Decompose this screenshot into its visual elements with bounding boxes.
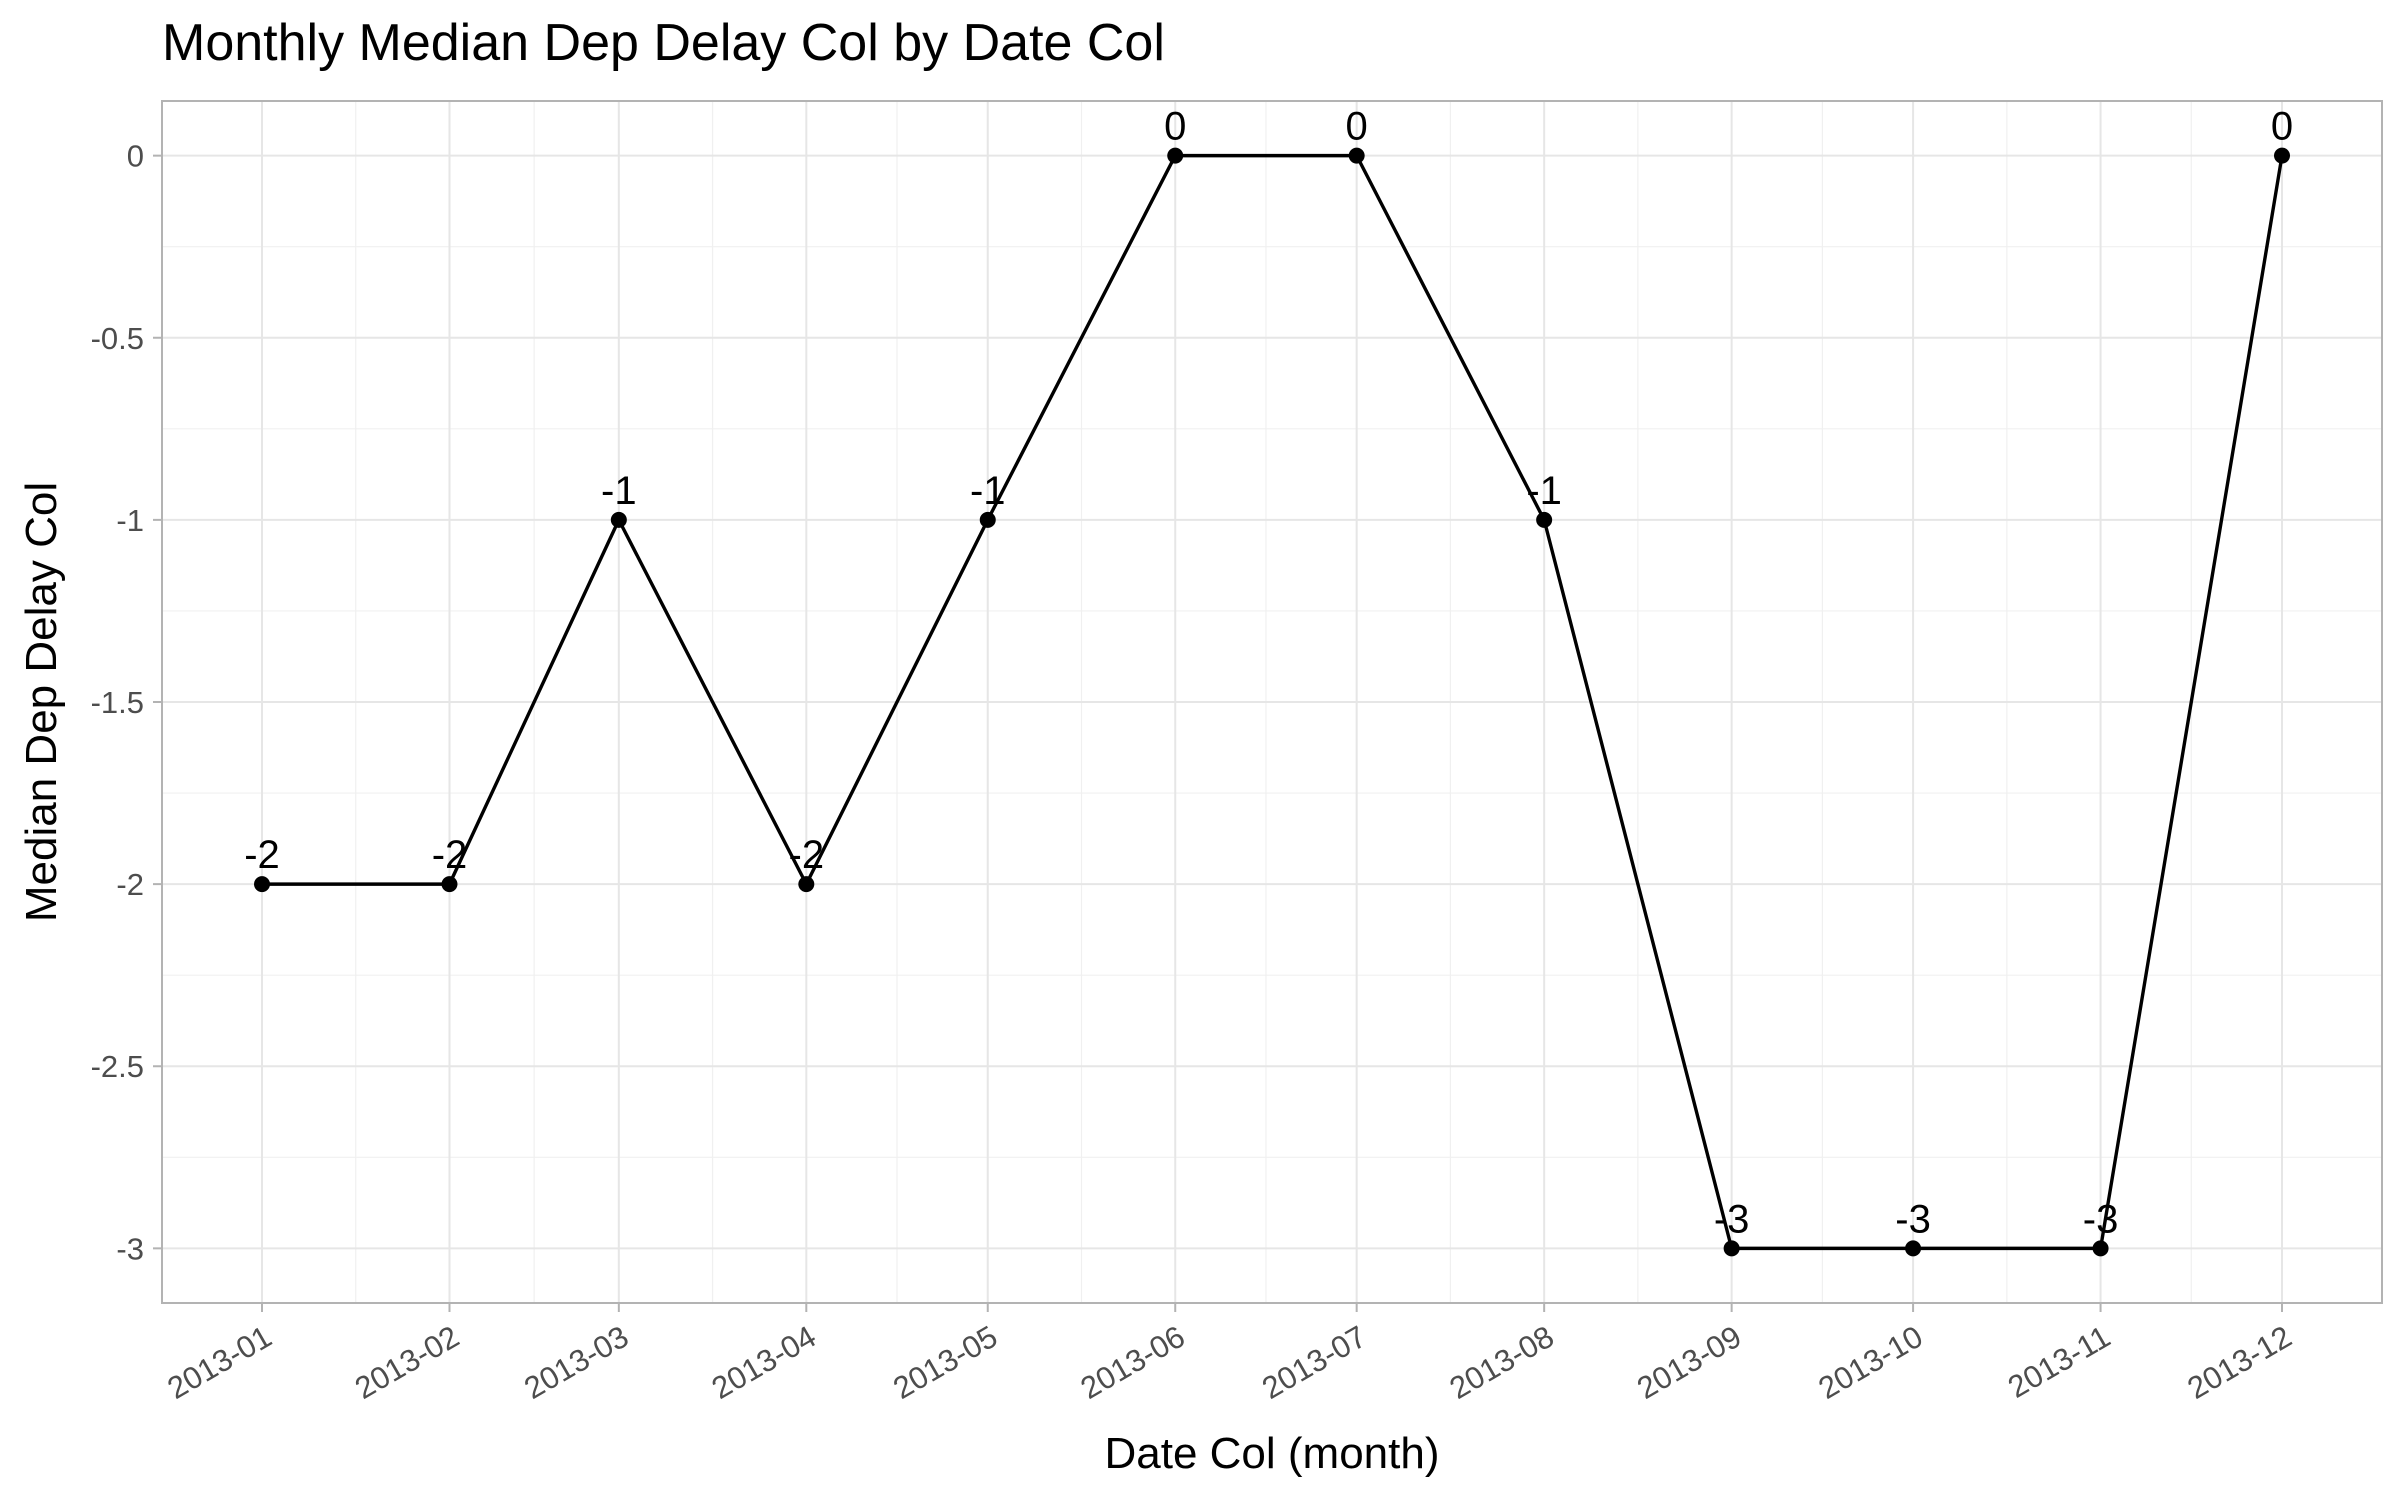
data-label: -1: [1526, 469, 1562, 513]
data-point: [254, 876, 270, 893]
data-label: 0: [2271, 105, 2293, 149]
x-tick-label: 2013-11: [2002, 1319, 2116, 1405]
data-point: [2274, 147, 2290, 164]
data-point: [2092, 1240, 2109, 1257]
x-tick-label: 2013-06: [1075, 1319, 1191, 1406]
data-point: [1723, 1240, 1740, 1257]
x-tick-label: 2013-01: [161, 1319, 277, 1406]
x-tick-label: 2013-09: [1631, 1319, 1747, 1406]
y-tick-label: -1.5: [91, 685, 144, 720]
chart-title: Monthly Median Dep Delay Col by Date Col: [162, 14, 1165, 72]
x-tick-label: 2013-12: [2181, 1319, 2297, 1406]
series-line: [262, 153, 2284, 1251]
y-tick-label: -1: [116, 503, 144, 538]
data-point: [610, 511, 627, 528]
y-tick-label: -2: [116, 867, 144, 902]
data-label: -2: [432, 833, 468, 877]
x-tick-label: 2013-07: [1256, 1319, 1372, 1406]
data-point: [979, 511, 996, 528]
x-tick-label: 2013-05: [887, 1319, 1003, 1406]
data-label: -2: [244, 833, 280, 877]
y-tick-label: -3: [116, 1231, 144, 1266]
data-label: -2: [789, 833, 825, 877]
x-tick-label: 2013-10: [1813, 1319, 1929, 1406]
x-tick-label: 2013-02: [349, 1319, 465, 1406]
x-tick-label: 2013-04: [706, 1319, 822, 1406]
data-label: 0: [1164, 105, 1186, 149]
axes: 0 -0.5 -1 -1.5 -2 -2.5 -3 2013-01 2013-02 2013-03…: [91, 139, 2298, 1406]
data-point: [1167, 147, 1184, 164]
data-label: -3: [1895, 1197, 1931, 1241]
data-label: -3: [1714, 1197, 1750, 1241]
data-point: [1348, 147, 1365, 164]
data-labels: -2 -2 -1 -2 -1 0 0 -1 -3 -3 -3 0: [244, 105, 2293, 1242]
y-tick-label: -0.5: [91, 321, 144, 356]
x-tick-label: 2013-08: [1444, 1319, 1560, 1406]
data-label: -3: [2083, 1197, 2119, 1241]
x-axis-title: Date Col (month): [1104, 1429, 1439, 1478]
data-point: [441, 876, 458, 893]
series-layer: [254, 147, 2290, 1257]
data-label: -1: [970, 469, 1006, 513]
y-tick-label: -2.5: [91, 1049, 144, 1084]
data-point: [798, 876, 815, 893]
data-point: [1536, 511, 1553, 528]
data-label: -1: [601, 469, 637, 513]
data-label: 0: [1346, 105, 1368, 149]
y-axis-title: Median Dep Delay Col: [17, 482, 66, 922]
y-tick-label: 0: [127, 139, 144, 174]
grid-lines: [162, 101, 2382, 1303]
x-tick-label: 2013-03: [518, 1319, 634, 1406]
data-point: [1905, 1240, 1922, 1257]
